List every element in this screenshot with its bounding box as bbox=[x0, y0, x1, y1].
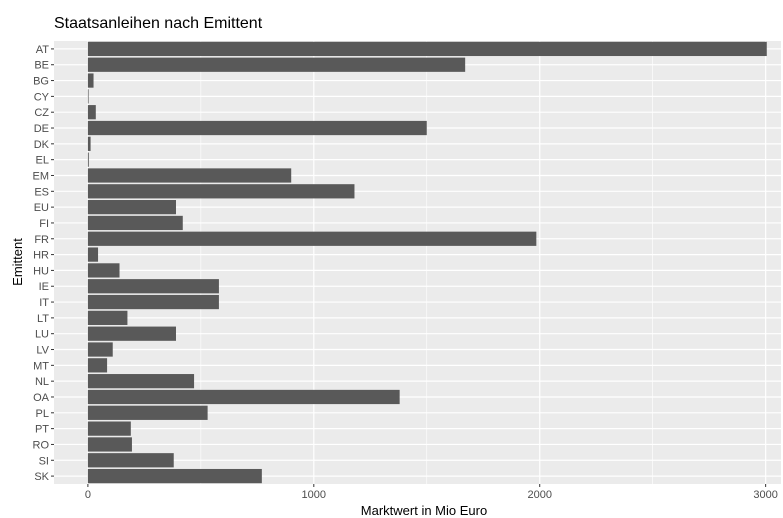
bar-lv bbox=[87, 342, 113, 357]
y-tick-label: MT bbox=[33, 360, 49, 372]
y-tick-label: EU bbox=[34, 202, 49, 214]
bar-oa bbox=[87, 389, 400, 405]
y-tick-label: FR bbox=[34, 234, 49, 246]
y-axis-title: Emittent bbox=[10, 238, 25, 286]
bar-ie bbox=[87, 279, 219, 294]
y-tick-label: OA bbox=[33, 392, 50, 404]
bar-si bbox=[87, 453, 174, 468]
y-tick-label: PT bbox=[35, 424, 49, 436]
bar-at bbox=[87, 41, 767, 57]
bar-sk bbox=[87, 468, 262, 484]
bar-be bbox=[87, 57, 466, 72]
bar-nl bbox=[87, 374, 195, 389]
x-tick-label: 3000 bbox=[753, 489, 777, 501]
y-tick-label: ES bbox=[34, 186, 49, 198]
bar-fr bbox=[87, 231, 537, 246]
bars bbox=[87, 41, 767, 484]
y-tick-label: AT bbox=[36, 44, 50, 56]
y-tick-label: CZ bbox=[34, 107, 49, 119]
bar-it bbox=[87, 294, 219, 310]
x-tick-label: 0 bbox=[85, 489, 91, 501]
y-tick-label: PL bbox=[36, 408, 49, 420]
y-tick-label: IT bbox=[39, 297, 49, 309]
bar-em bbox=[87, 168, 292, 183]
bar-pl bbox=[87, 405, 208, 420]
x-tick-label: 2000 bbox=[527, 489, 551, 501]
y-tick-label: HU bbox=[33, 265, 49, 277]
x-axis-title: Marktwert in Mio Euro bbox=[361, 503, 487, 518]
y-tick-label: RO bbox=[33, 439, 50, 451]
y-tick-label: EL bbox=[36, 155, 49, 167]
bar-bg bbox=[87, 73, 94, 88]
y-tick-label: HR bbox=[33, 250, 49, 262]
y-tick-label: IE bbox=[39, 281, 49, 293]
bar-ro bbox=[87, 437, 132, 452]
y-axis: AT BE BG CY CZ DE DK EL EM ES EU FI FR HR HU IE IT LT LU LV… bbox=[33, 44, 54, 483]
y-tick-label: DK bbox=[34, 139, 50, 151]
bar-cy bbox=[87, 89, 89, 104]
y-tick-label: CY bbox=[34, 91, 50, 103]
bar-dk bbox=[87, 136, 91, 151]
bar-de bbox=[87, 120, 427, 136]
bar-cz bbox=[87, 105, 96, 120]
bar-es bbox=[87, 184, 355, 199]
y-tick-label: EM bbox=[33, 170, 50, 182]
y-tick-label: LU bbox=[35, 329, 49, 341]
chart-title: Staatsanleihen nach Emittent bbox=[54, 15, 263, 32]
bar-lu bbox=[87, 326, 176, 341]
y-tick-label: LT bbox=[37, 313, 49, 325]
x-axis: 0 1000 2000 3000 bbox=[85, 484, 778, 501]
y-tick-label: FI bbox=[39, 218, 49, 230]
bar-lt bbox=[87, 310, 128, 325]
bar-mt bbox=[87, 358, 108, 373]
bar-hu bbox=[87, 263, 120, 278]
bar-hr bbox=[87, 247, 99, 262]
bar-fi bbox=[87, 215, 183, 231]
bar-pt bbox=[87, 421, 131, 436]
y-tick-label: LV bbox=[36, 345, 49, 357]
y-tick-label: BG bbox=[33, 76, 49, 88]
bar-eu bbox=[87, 200, 176, 215]
y-tick-label: SK bbox=[34, 471, 49, 483]
y-tick-label: SI bbox=[39, 455, 49, 467]
y-tick-label: BE bbox=[34, 60, 49, 72]
y-tick-label: NL bbox=[35, 376, 49, 388]
x-tick-label: 1000 bbox=[302, 489, 326, 501]
y-tick-label: DE bbox=[34, 123, 49, 135]
bar-el bbox=[87, 152, 89, 167]
